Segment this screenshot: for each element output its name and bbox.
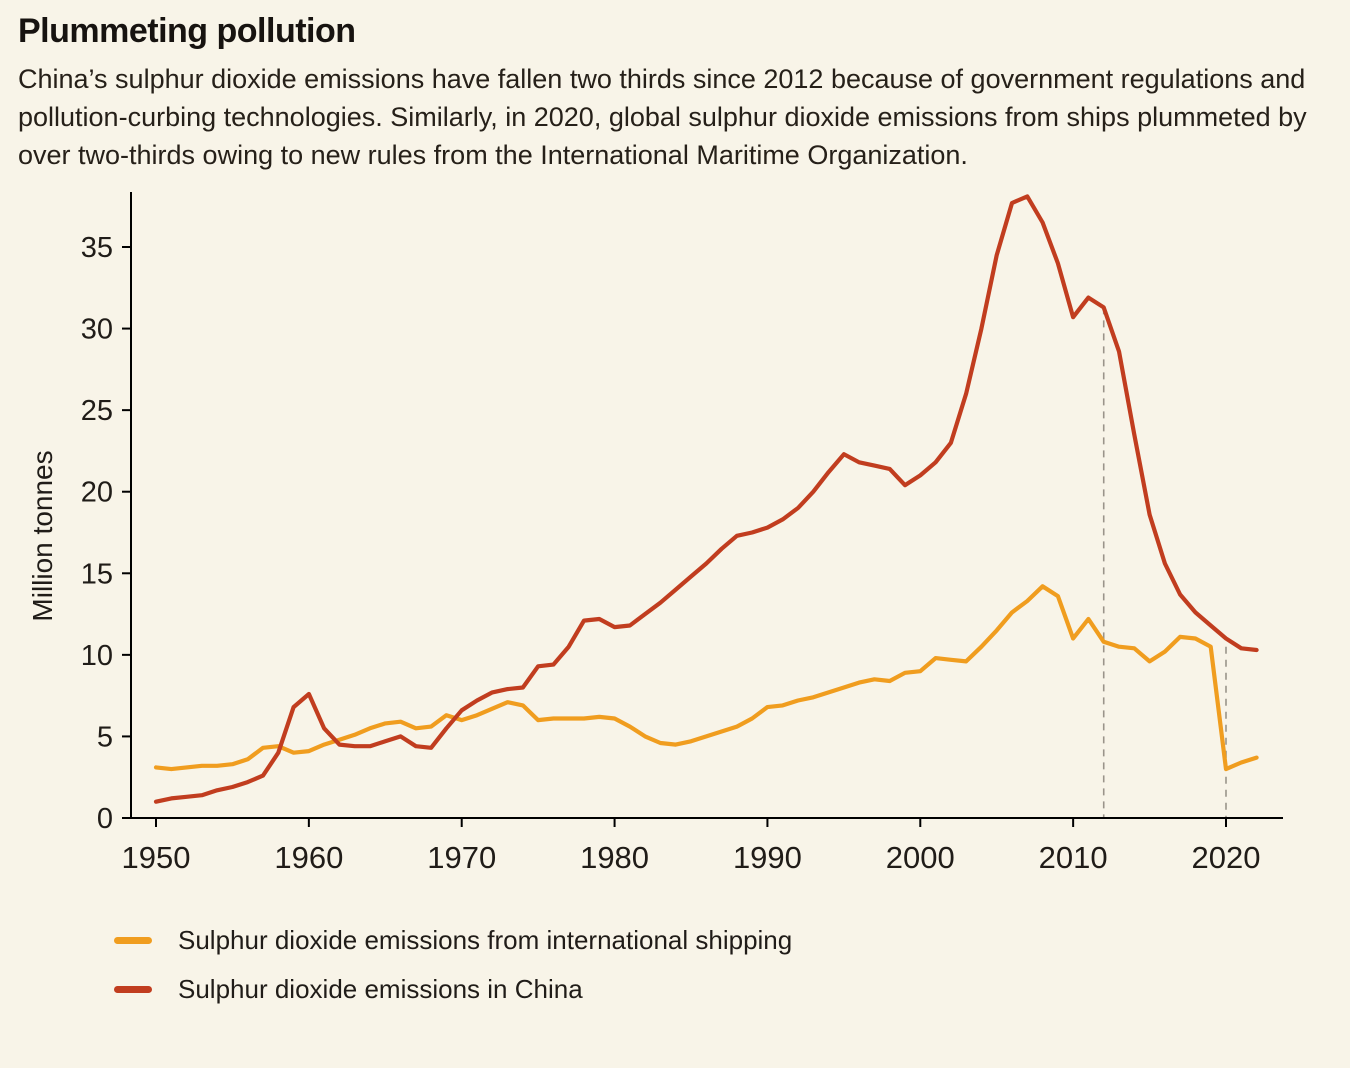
legend-label-shipping: Sulphur dioxide emissions from internati… bbox=[178, 925, 793, 956]
x-tick-label: 1990 bbox=[733, 840, 802, 875]
y-axis-title: Million tonnes bbox=[27, 451, 58, 622]
shipping-line-swatch bbox=[114, 937, 152, 945]
x-tick-label: 1950 bbox=[122, 840, 191, 875]
x-tick-label: 1980 bbox=[580, 840, 649, 875]
shipping-series-line bbox=[153, 584, 1259, 772]
y-tick-label: 5 bbox=[97, 722, 113, 754]
china-series-line bbox=[153, 194, 1259, 805]
legend-item-shipping: Sulphur dioxide emissions from internati… bbox=[114, 925, 1330, 956]
y-tick-label: 35 bbox=[81, 232, 113, 264]
y-tick-label: 30 bbox=[81, 314, 113, 346]
y-tick-label: 10 bbox=[81, 640, 113, 672]
line-chart: 0 5 10 15 20 25 30 35 1950 1960 1970 1980 1990 2000 20… bbox=[18, 188, 1350, 903]
y-tick-label: 20 bbox=[81, 477, 113, 509]
legend: Sulphur dioxide emissions from internati… bbox=[114, 925, 1330, 1005]
chart-subtitle: China’s sulphur dioxide emissions have f… bbox=[18, 64, 1307, 170]
x-tick-label: 2000 bbox=[886, 840, 955, 875]
china-line-swatch bbox=[114, 986, 152, 994]
x-tick-label: 2010 bbox=[1039, 840, 1108, 875]
x-tick-label: 1960 bbox=[274, 840, 343, 875]
legend-label-china: Sulphur dioxide emissions in China bbox=[178, 974, 583, 1005]
legend-item-china: Sulphur dioxide emissions in China bbox=[114, 974, 1330, 1005]
chart-canvas: 0 5 10 15 20 25 30 35 1950 1960 1970 1980 1990 2000 20… bbox=[27, 192, 1283, 875]
y-tick-label: 25 bbox=[81, 396, 113, 428]
y-tick-label: 0 bbox=[97, 803, 113, 835]
page-title: Plummeting pollution bbox=[18, 12, 356, 50]
x-tick-label: 1970 bbox=[427, 840, 496, 875]
y-tick-label: 15 bbox=[81, 559, 113, 591]
x-tick-label: 2020 bbox=[1192, 840, 1261, 875]
